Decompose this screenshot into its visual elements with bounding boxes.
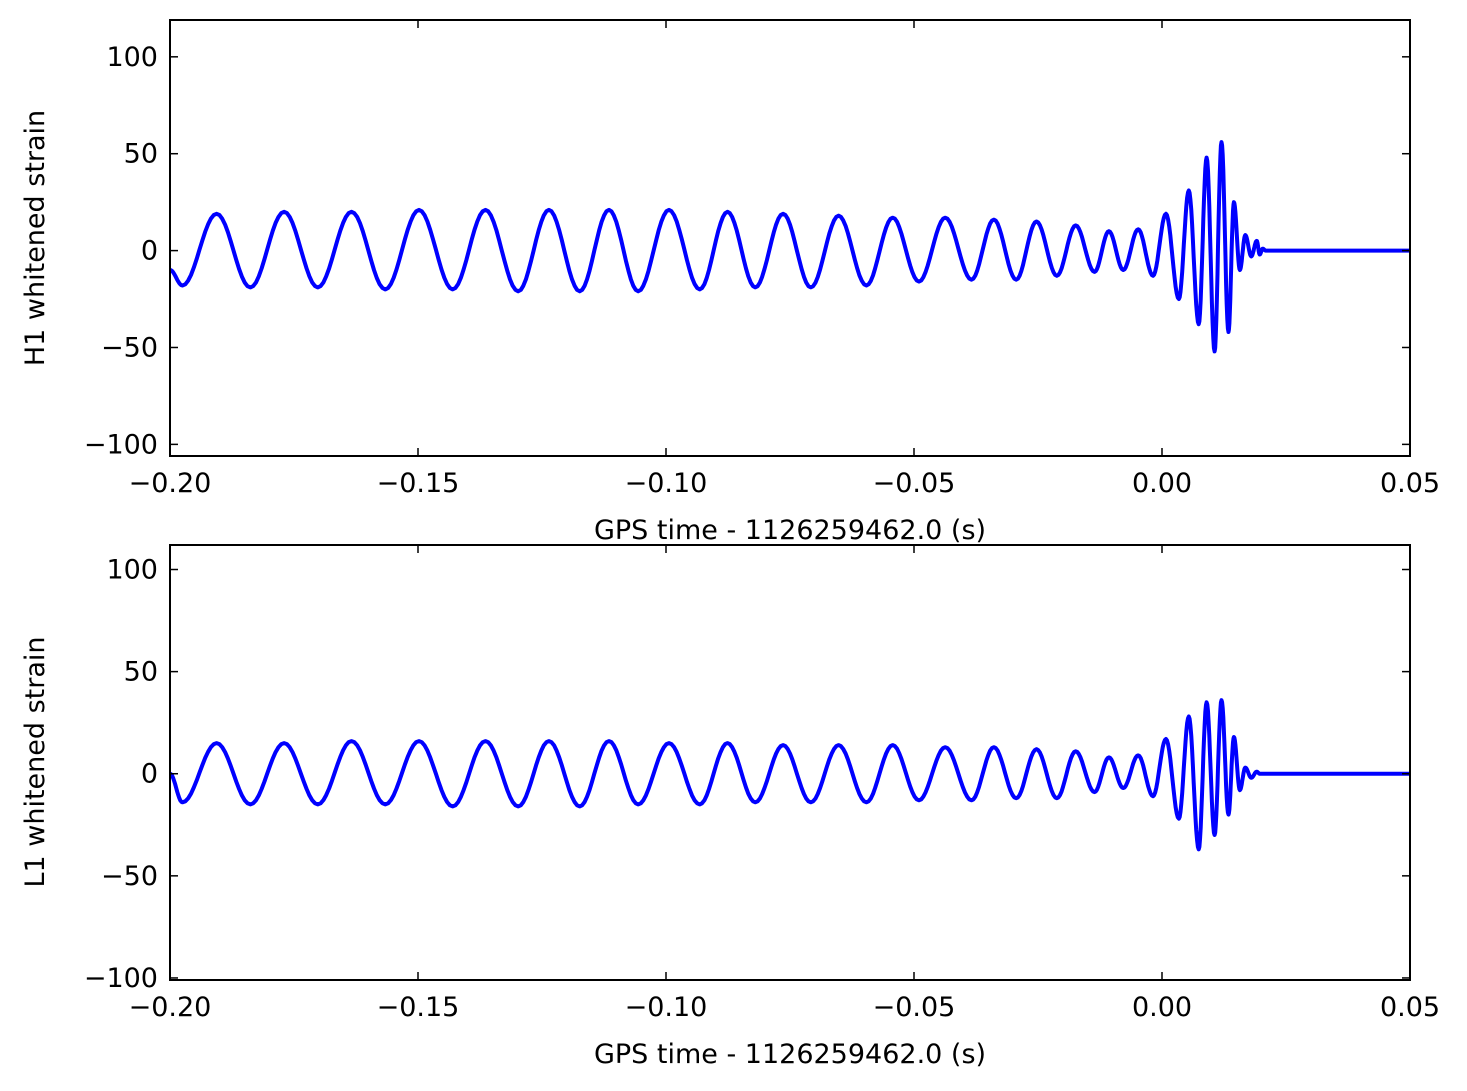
h1-xtick-label: −0.15 (377, 468, 460, 499)
h1-ytick-label: −50 (101, 332, 158, 363)
h1-xlabel: GPS time - 1126259462.0 (s) (594, 515, 986, 546)
l1-xtick-label: 0.05 (1380, 992, 1440, 1023)
l1-ytick-label: 50 (124, 657, 158, 688)
l1-ytick-label: 100 (106, 555, 158, 586)
h1-ytick-label: 100 (106, 42, 158, 73)
h1-xtick-label: 0.00 (1132, 468, 1192, 499)
l1-ytick-label: 0 (141, 759, 158, 790)
l1-ytick-label: −100 (84, 963, 158, 994)
l1-xtick-label: −0.05 (873, 992, 956, 1023)
h1-strain-line (170, 140, 1410, 354)
panel-h1: H1 whitened strain GPS time - 1126259462… (20, 19, 1440, 546)
h1-xtick-label: −0.10 (625, 468, 708, 499)
h1-ylabel: H1 whitened strain (20, 110, 51, 366)
h1-xtick-label: 0.05 (1380, 468, 1440, 499)
l1-axes-frame (169, 544, 1411, 981)
l1-ytick-label: −50 (101, 861, 158, 892)
l1-strain-line (170, 698, 1410, 852)
h1-ytick-label: 0 (141, 236, 158, 267)
l1-xtick-label: −0.15 (377, 992, 460, 1023)
h1-axes-frame (169, 19, 1411, 457)
l1-xlabel: GPS time - 1126259462.0 (s) (594, 1039, 986, 1070)
l1-xtick-label: 0.00 (1132, 992, 1192, 1023)
l1-xtick-label: −0.20 (129, 992, 212, 1023)
h1-ytick-label: 50 (124, 139, 158, 170)
l1-xtick-label: −0.10 (625, 992, 708, 1023)
h1-xtick-label: −0.20 (129, 468, 212, 499)
l1-ylabel: L1 whitened strain (20, 636, 51, 887)
h1-ytick-label: −100 (84, 429, 158, 460)
panel-l1: L1 whitened strain GPS time - 1126259462… (20, 544, 1440, 1070)
h1-xtick-label: −0.05 (873, 468, 956, 499)
